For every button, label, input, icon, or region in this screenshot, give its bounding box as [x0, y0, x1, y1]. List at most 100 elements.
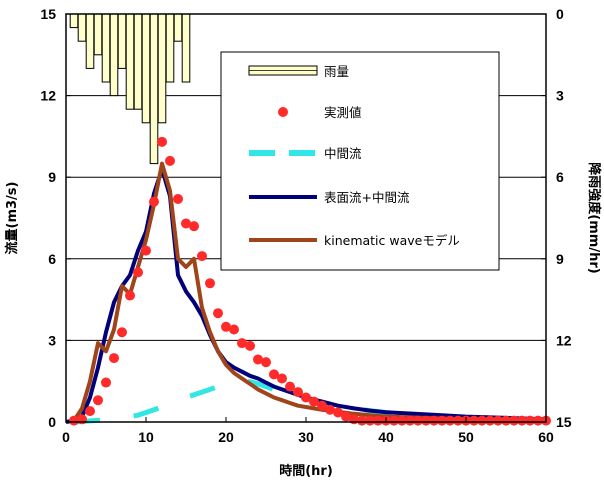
observed-point [221, 321, 231, 332]
observed-point [85, 406, 95, 417]
rain-bar [69, 13, 79, 29]
rain-bar [133, 13, 143, 110]
observed-point [437, 415, 447, 426]
observed-point [533, 415, 543, 426]
observed-point [213, 308, 223, 319]
rain-bar [125, 13, 135, 110]
observed-point [237, 338, 247, 349]
observed-point [253, 354, 263, 365]
observed-point [413, 415, 423, 426]
legend-label-rain: 雨量 [324, 64, 349, 79]
observed-point [109, 353, 119, 364]
rain-bar [173, 13, 183, 42]
legend-swatch-rain [248, 65, 318, 76]
observed-point [325, 404, 335, 415]
y-tick-label: 3 [48, 332, 56, 348]
observed-point [189, 221, 199, 232]
observed-point [117, 327, 127, 338]
y2-tick-label: 15 [556, 414, 572, 430]
observed-point [69, 415, 79, 426]
observed-point [261, 357, 271, 368]
observed-point [229, 324, 239, 335]
y2-tick-label: 3 [556, 88, 564, 104]
y2-tick-label: 9 [556, 251, 564, 267]
observed-point [509, 415, 519, 426]
observed-point [205, 278, 215, 289]
rain-bar [117, 13, 127, 69]
observed-point [517, 415, 527, 426]
y2-tick-label: 12 [556, 332, 572, 348]
observed-point [373, 415, 383, 426]
x-tick-label: 40 [378, 429, 394, 445]
observed-point [485, 415, 495, 426]
legend-label-observed: 実測値 [324, 105, 362, 120]
rain-bar [181, 13, 191, 83]
legend-swatch-observed [278, 107, 288, 117]
observed-point [317, 400, 327, 411]
y-axis-title: 流量(m3/s) [4, 182, 20, 255]
y2-tick-label: 6 [556, 169, 564, 185]
y2-tick-label: 0 [556, 6, 564, 22]
x-tick-label: 0 [62, 429, 70, 445]
y-tick-label: 0 [48, 414, 56, 430]
y-tick-label: 12 [40, 88, 56, 104]
legend-label-interflow: 中間流 [324, 146, 362, 161]
observed-point [477, 415, 487, 426]
rain-bar [109, 13, 119, 97]
rain-bar [101, 13, 111, 83]
rain-bar [165, 13, 175, 83]
legend-label-surface-interflow: 表面流+中間流 [324, 190, 410, 205]
observed-point [245, 340, 255, 351]
observed-point [141, 245, 151, 256]
observed-point [93, 395, 103, 406]
observed-point [397, 415, 407, 426]
observed-point [77, 414, 87, 425]
observed-point [101, 377, 111, 388]
observed-point [493, 415, 503, 426]
observed-point [133, 267, 143, 278]
y-tick-label: 9 [48, 169, 56, 185]
observed-point [429, 415, 439, 426]
rain-bar [77, 13, 87, 42]
rain-bar [157, 13, 167, 124]
y-tick-label: 15 [40, 6, 56, 22]
x-tick-label: 30 [298, 429, 314, 445]
observed-point [197, 251, 207, 262]
observed-point [469, 415, 479, 426]
observed-point [165, 155, 175, 166]
rain-bar [149, 13, 159, 165]
observed-point [285, 381, 295, 392]
observed-point [125, 290, 135, 301]
observed-point [149, 196, 159, 207]
legend: 雨量 実測値 中間流 表面流+中間流 kinematic waveモデル [220, 51, 500, 271]
rain-bars [69, 13, 191, 165]
rain-bar [141, 13, 151, 124]
observed-point [277, 373, 287, 384]
y-tick-label: 6 [48, 251, 56, 267]
observed-point [157, 136, 167, 147]
observed-point [333, 407, 343, 418]
legend-box [220, 51, 500, 271]
observed-point [445, 415, 455, 426]
y2-axis-title: 降雨強度(mm/hr) [586, 162, 602, 273]
observed-point [181, 218, 191, 229]
observed-point [501, 415, 511, 426]
legend-label-kinematic: kinematic waveモデル [324, 233, 460, 248]
observed-point [389, 415, 399, 426]
x-tick-label: 20 [218, 429, 234, 445]
rain-bar [93, 13, 103, 56]
observed-point [293, 387, 303, 398]
x-tick-label: 60 [538, 429, 554, 445]
observed-point [173, 193, 183, 204]
observed-point [309, 396, 319, 407]
observed-point [405, 415, 415, 426]
observed-point [365, 415, 375, 426]
observed-point [453, 415, 463, 426]
rain-bar [85, 13, 95, 69]
x-axis-title: 時間(hr) [279, 463, 333, 479]
observed-point [525, 415, 535, 426]
observed-point [341, 411, 351, 422]
observed-point [357, 415, 367, 426]
